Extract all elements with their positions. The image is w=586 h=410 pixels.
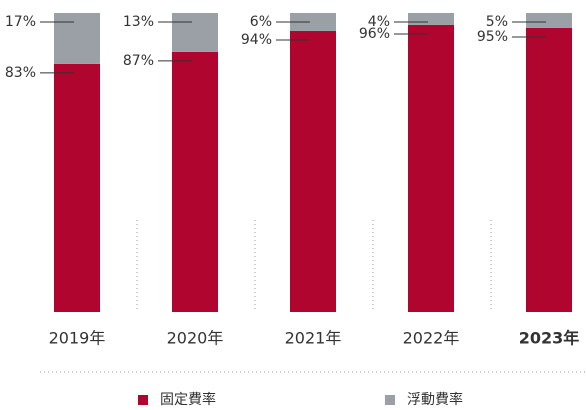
bar-segment (408, 13, 454, 25)
x-tick-label: 2023年 (519, 329, 580, 348)
value-label: 13% (123, 14, 154, 30)
legend-swatch (385, 395, 395, 405)
x-tick-label: 2020年 (167, 329, 224, 348)
bar-segment (290, 30, 336, 312)
bar-segment (290, 13, 336, 31)
bar-segment (526, 13, 572, 28)
bar-segment (172, 51, 218, 313)
value-label: 83% (5, 65, 36, 81)
x-tick-label: 2019年 (49, 329, 106, 348)
bar-segment (54, 13, 100, 64)
value-label: 5% (486, 14, 508, 30)
legend-swatch (138, 395, 148, 405)
value-label: 95% (477, 29, 508, 45)
bar-segment (172, 13, 218, 52)
value-label: 87% (123, 53, 154, 69)
value-label: 6% (250, 14, 272, 30)
bar-segment (526, 27, 572, 312)
legend-label: 浮動費率 (407, 391, 463, 408)
bar-segment (408, 24, 454, 313)
legend-label: 固定費率 (160, 391, 216, 408)
value-label: 17% (5, 14, 36, 30)
x-tick-label: 2021年 (285, 329, 342, 348)
value-label: 96% (359, 26, 390, 42)
bar-segment (54, 63, 100, 312)
value-label: 4% (368, 14, 390, 30)
value-label: 94% (241, 32, 272, 48)
x-tick-label: 2022年 (403, 329, 460, 348)
